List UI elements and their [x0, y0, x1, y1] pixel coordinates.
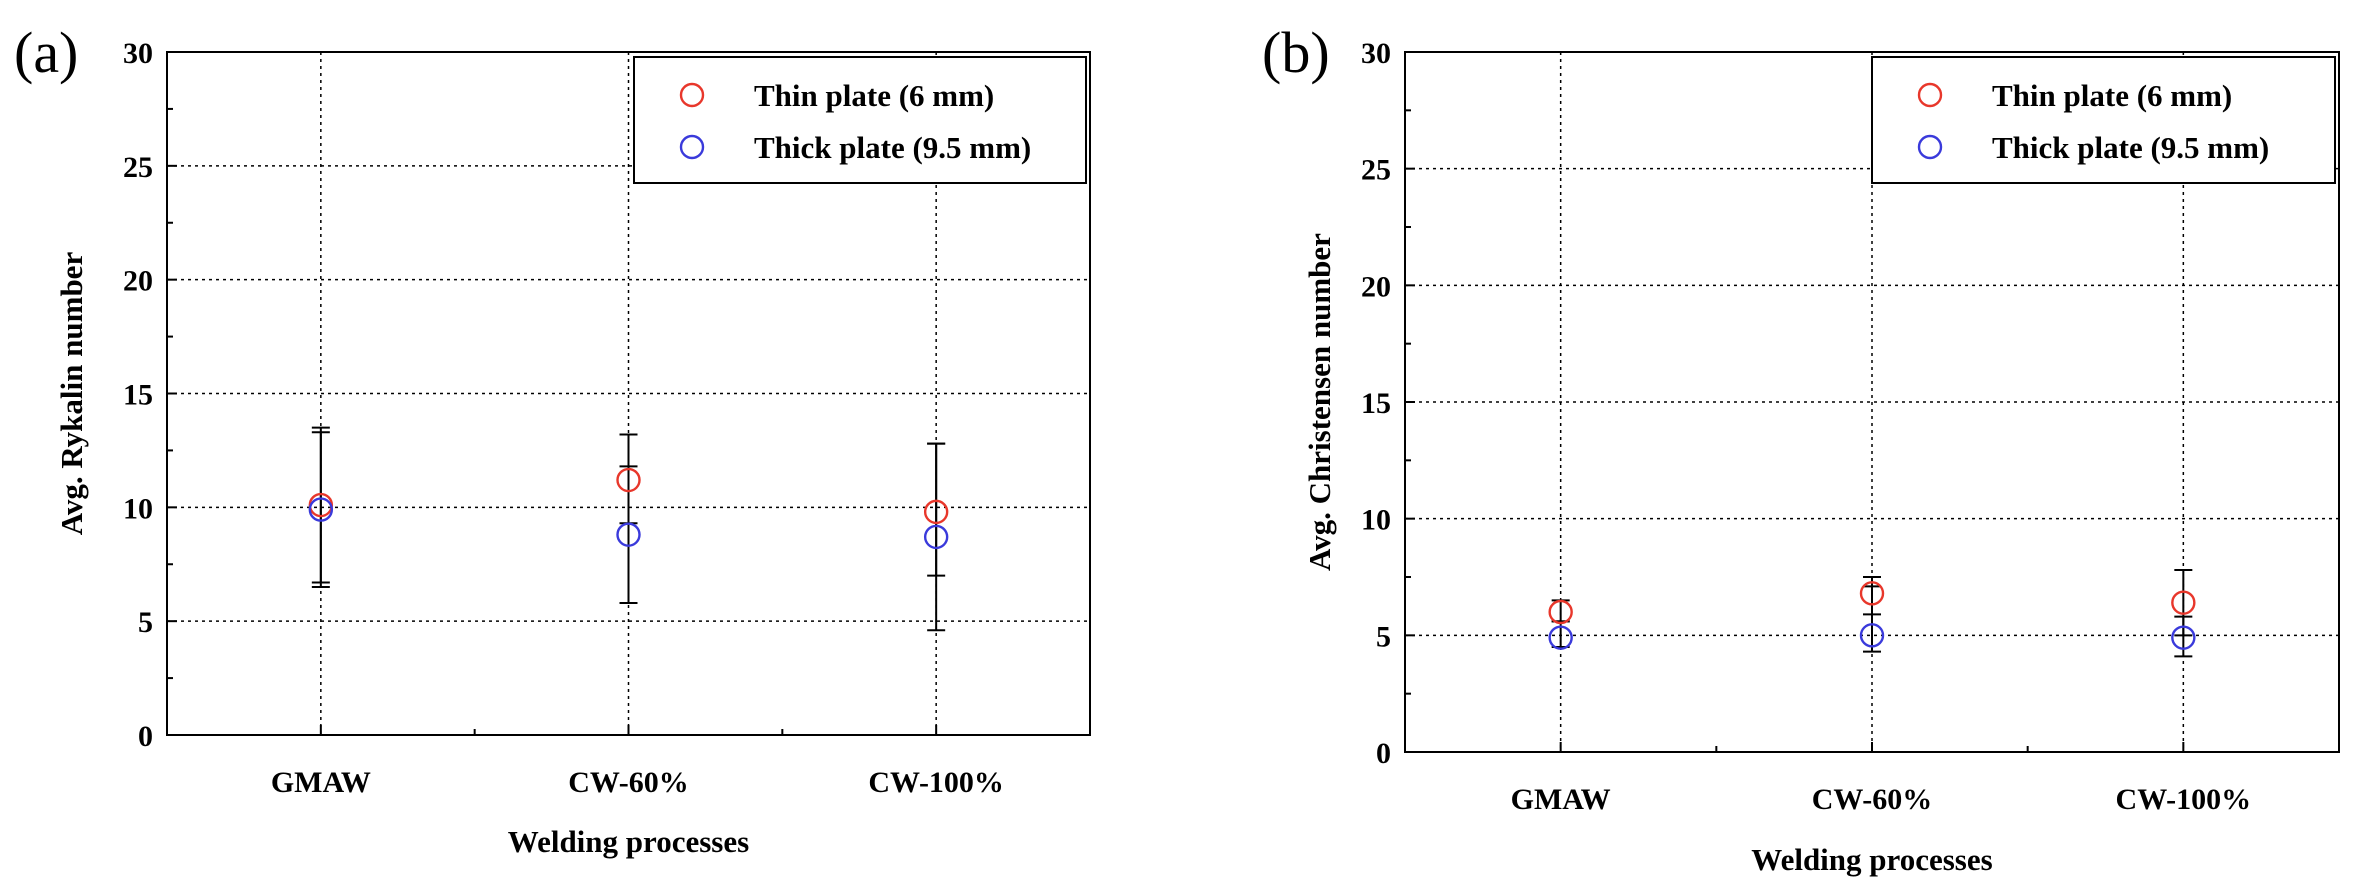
y-axis-title: Avg. Rykalin number	[54, 252, 89, 536]
x-tick-label: GMAW	[1511, 783, 1611, 816]
x-axis-title: Welding processes	[508, 824, 749, 859]
chart-panel-1: (a) 0 5 10 15 20 25 30 GMAW CW-60% CW-100% Welding …	[14, 20, 1091, 859]
legend-label: Thick plate (9.5 mm)	[1992, 130, 2269, 165]
data-point-thick	[308, 497, 334, 522]
data-point-thick	[923, 524, 949, 550]
chart-panel-2: (b) 0 5 10 15 20 25 30 GMAW CW-60% CW-100% Welding …	[1262, 20, 2340, 877]
data-point-thick	[2171, 625, 2196, 650]
x-tick-label: CW-60%	[568, 766, 689, 799]
data-point-thin	[1859, 581, 1885, 606]
y-tick-label: 25	[123, 151, 153, 184]
legend-marker	[679, 134, 705, 160]
y-tick-label: 15	[123, 379, 153, 412]
y-tick-label: 30	[123, 37, 153, 70]
legend-box	[1871, 56, 2336, 184]
y-tick-label: 30	[1361, 37, 1391, 70]
legend-marker	[1917, 82, 1943, 108]
x-axis-title: Welding processes	[1751, 842, 1992, 877]
y-axis-title: Avg. Christensen number	[1302, 233, 1337, 571]
y-tick-label: 25	[1361, 154, 1391, 187]
legend-label: Thick plate (9.5 mm)	[754, 130, 1031, 165]
legend-marker	[1917, 134, 1943, 160]
y-tick-label: 5	[138, 606, 153, 639]
legend-box	[633, 56, 1087, 184]
data-point-thin	[616, 467, 641, 493]
y-tick-label: 10	[123, 492, 153, 525]
data-point-thin	[923, 499, 949, 525]
data-point-thick	[616, 522, 641, 547]
y-tick-label: 20	[1361, 270, 1391, 303]
panel-label: (b)	[1262, 20, 1330, 85]
y-tick-label: 0	[1376, 737, 1391, 770]
data-point-thin	[2171, 590, 2196, 615]
legend: Thin plate (6 mm) Thick plate (9.5 mm)	[633, 56, 1087, 184]
x-tick-label: CW-100%	[2116, 783, 2252, 816]
x-tick-label: CW-60%	[1812, 783, 1933, 816]
data-point-thin	[1548, 599, 1573, 625]
data-point-thick	[1859, 623, 1885, 648]
legend-label: Thin plate (6 mm)	[1992, 78, 2232, 113]
data-point-thick	[1548, 625, 1573, 650]
y-tick-label: 5	[1376, 620, 1391, 653]
x-tick-label: CW-100%	[868, 766, 1004, 799]
legend-marker	[679, 82, 705, 108]
panel-label: (a)	[14, 20, 78, 85]
legend: Thin plate (6 mm) Thick plate (9.5 mm)	[1871, 56, 2336, 184]
legend-label: Thin plate (6 mm)	[754, 78, 994, 113]
x-tick-label: GMAW	[271, 766, 371, 799]
y-tick-label: 10	[1361, 504, 1391, 537]
y-tick-label: 0	[138, 720, 153, 753]
y-tick-label: 20	[123, 265, 153, 298]
y-tick-label: 15	[1361, 387, 1391, 420]
